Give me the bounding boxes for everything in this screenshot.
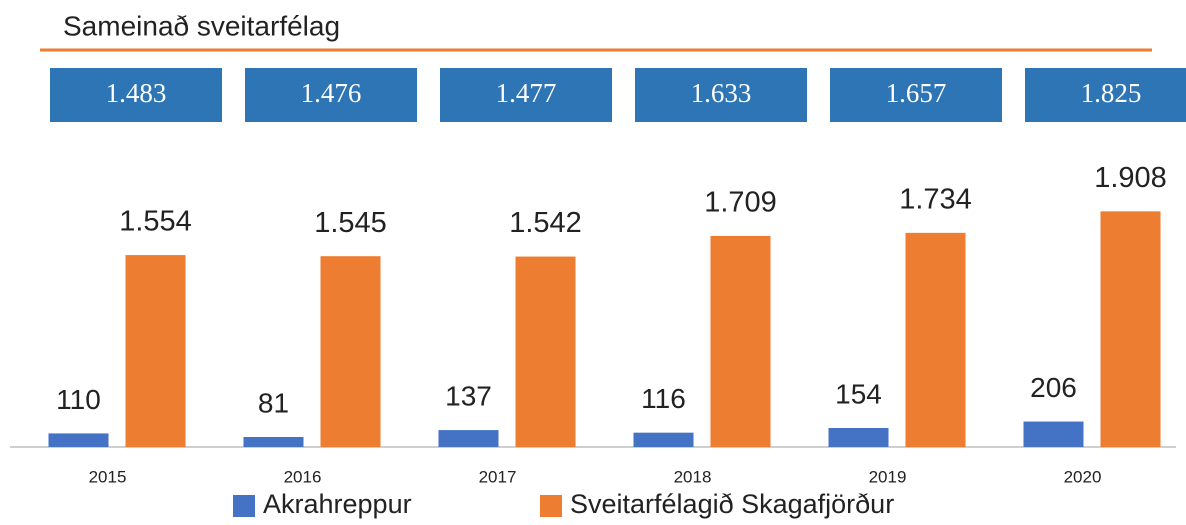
data-label: 1.709	[704, 187, 777, 219]
bar	[1100, 211, 1161, 447]
data-label: 1.734	[899, 184, 972, 216]
legend-label: Akrahreppur	[263, 489, 412, 519]
summary-box	[245, 68, 417, 122]
bar	[905, 232, 966, 447]
bar	[243, 436, 304, 447]
data-label: 206	[1030, 372, 1077, 403]
x-tick-label: 2016	[284, 467, 322, 486]
data-label: 154	[835, 378, 882, 409]
bar	[828, 427, 889, 447]
data-label: 1.542	[509, 207, 582, 239]
summary-value: 1.825	[1081, 78, 1142, 108]
data-label: 116	[641, 383, 686, 414]
summary-box	[1025, 68, 1186, 122]
summary-box	[440, 68, 612, 122]
summary-value: 1.476	[301, 78, 362, 108]
summary-box	[830, 68, 1002, 122]
summary-box	[50, 68, 222, 122]
summary-value: 1.633	[691, 78, 752, 108]
bar	[125, 255, 186, 447]
x-tick-label: 2015	[89, 467, 127, 486]
bar	[320, 256, 381, 447]
bar	[515, 256, 576, 447]
data-label: 1.554	[119, 206, 192, 238]
bar	[438, 430, 499, 447]
x-tick-label: 2017	[479, 467, 517, 486]
x-tick-label: 2019	[869, 467, 907, 486]
data-label: 1.545	[314, 207, 387, 239]
bar	[48, 433, 109, 447]
x-tick-label: 2018	[674, 467, 712, 486]
summary-value: 1.477	[496, 78, 557, 108]
bar	[710, 235, 771, 447]
summary-box	[635, 68, 807, 122]
data-label: 81	[258, 387, 289, 418]
data-label: 1.908	[1094, 162, 1167, 194]
x-tick-label: 2020	[1064, 467, 1102, 486]
data-label: 110	[56, 384, 101, 415]
legend-swatch	[233, 495, 255, 517]
summary-value: 1.657	[886, 78, 947, 108]
bar	[1023, 421, 1084, 447]
legend-label: Sveitarfélagið Skagafjörður	[570, 489, 894, 519]
summary-value: 1.483	[106, 78, 167, 108]
chart-title: Sameinað sveitarfélag	[63, 10, 340, 41]
legend-swatch	[540, 495, 562, 517]
bar	[633, 432, 694, 447]
data-label: 137	[445, 380, 492, 411]
